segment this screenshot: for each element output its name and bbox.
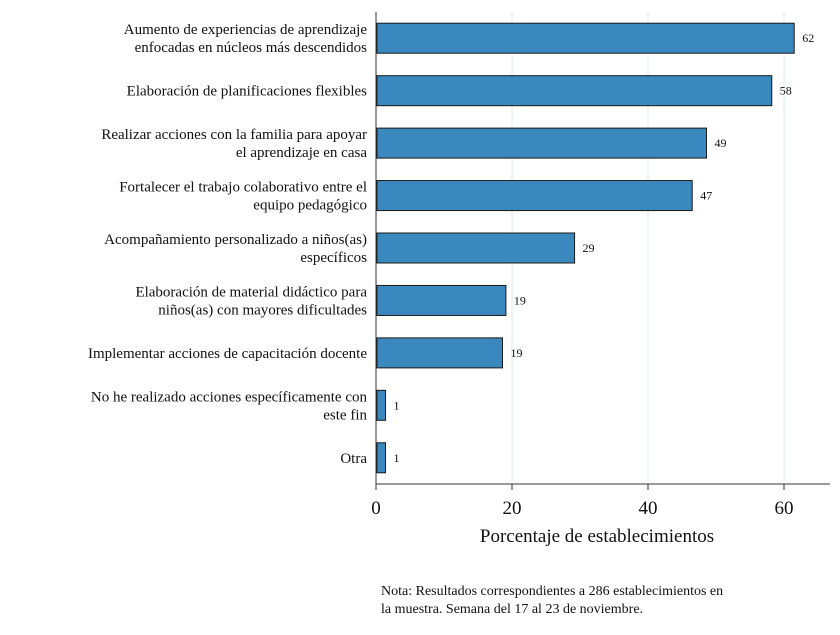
- value-label-0: 62: [802, 31, 814, 45]
- category-label-6-0: Implementar acciones de capacitación doc…: [88, 346, 367, 362]
- x-tick-label-2: 40: [639, 498, 658, 519]
- category-label-2-1: el aprendizaje en casa: [236, 145, 368, 161]
- value-label-7: 1: [394, 398, 400, 412]
- category-label-1-0: Elaboración de planificaciones flexibles: [127, 84, 367, 100]
- value-label-2: 49: [714, 136, 726, 150]
- bar-0: [376, 22, 795, 54]
- note-text: Nota: Resultados correspondientes a 286 …: [381, 583, 821, 619]
- value-label-3: 47: [700, 189, 712, 203]
- category-label-3-1: equipo pedagógico: [253, 198, 367, 214]
- category-label-5-0: Elaboración de material didáctico para: [135, 284, 367, 300]
- value-label-6: 19: [510, 346, 522, 360]
- category-label-3-0: Fortalecer el trabajo colaborativo entre…: [119, 180, 367, 196]
- category-label-7-1: este fin: [323, 407, 367, 423]
- value-label-8: 1: [394, 451, 400, 465]
- bar-7: [376, 389, 387, 421]
- value-label-1: 58: [780, 84, 792, 98]
- note-line-1: Nota: Resultados correspondientes a 286 …: [381, 584, 724, 599]
- category-label-4-1: específicos: [300, 250, 367, 266]
- x-tick-label-3: 60: [775, 498, 794, 519]
- x-tick-label-1: 20: [503, 498, 522, 519]
- x-tick-label-0: 0: [371, 498, 381, 519]
- value-label-5: 19: [514, 293, 526, 307]
- bar-5: [376, 284, 507, 316]
- category-label-5-1: niños(as) con mayores dificultades: [158, 302, 367, 318]
- bar-4: [376, 232, 576, 264]
- bar-1: [376, 75, 773, 107]
- bar-3: [376, 180, 693, 212]
- category-label-8-0: Otra: [340, 451, 367, 467]
- bar-8: [376, 442, 387, 474]
- category-label-0-1: enfocadas en núcleos más descendidos: [135, 40, 368, 56]
- category-label-7-0: No he realizado acciones específicamente…: [91, 389, 368, 405]
- value-label-4: 29: [583, 241, 595, 255]
- bar-6: [376, 337, 503, 369]
- note-line-2: la muestra. Semana del 17 al 23 de novie…: [381, 602, 644, 617]
- category-label-0-0: Aumento de experiencias de aprendizaje: [124, 22, 368, 38]
- category-label-2-0: Realizar acciones con la familia para ap…: [101, 127, 367, 143]
- category-label-4-0: Acompañamiento personalizado a niños(as): [104, 232, 367, 248]
- bar-2: [376, 127, 707, 159]
- x-axis-title: Porcentaje de establecimientos: [480, 526, 714, 547]
